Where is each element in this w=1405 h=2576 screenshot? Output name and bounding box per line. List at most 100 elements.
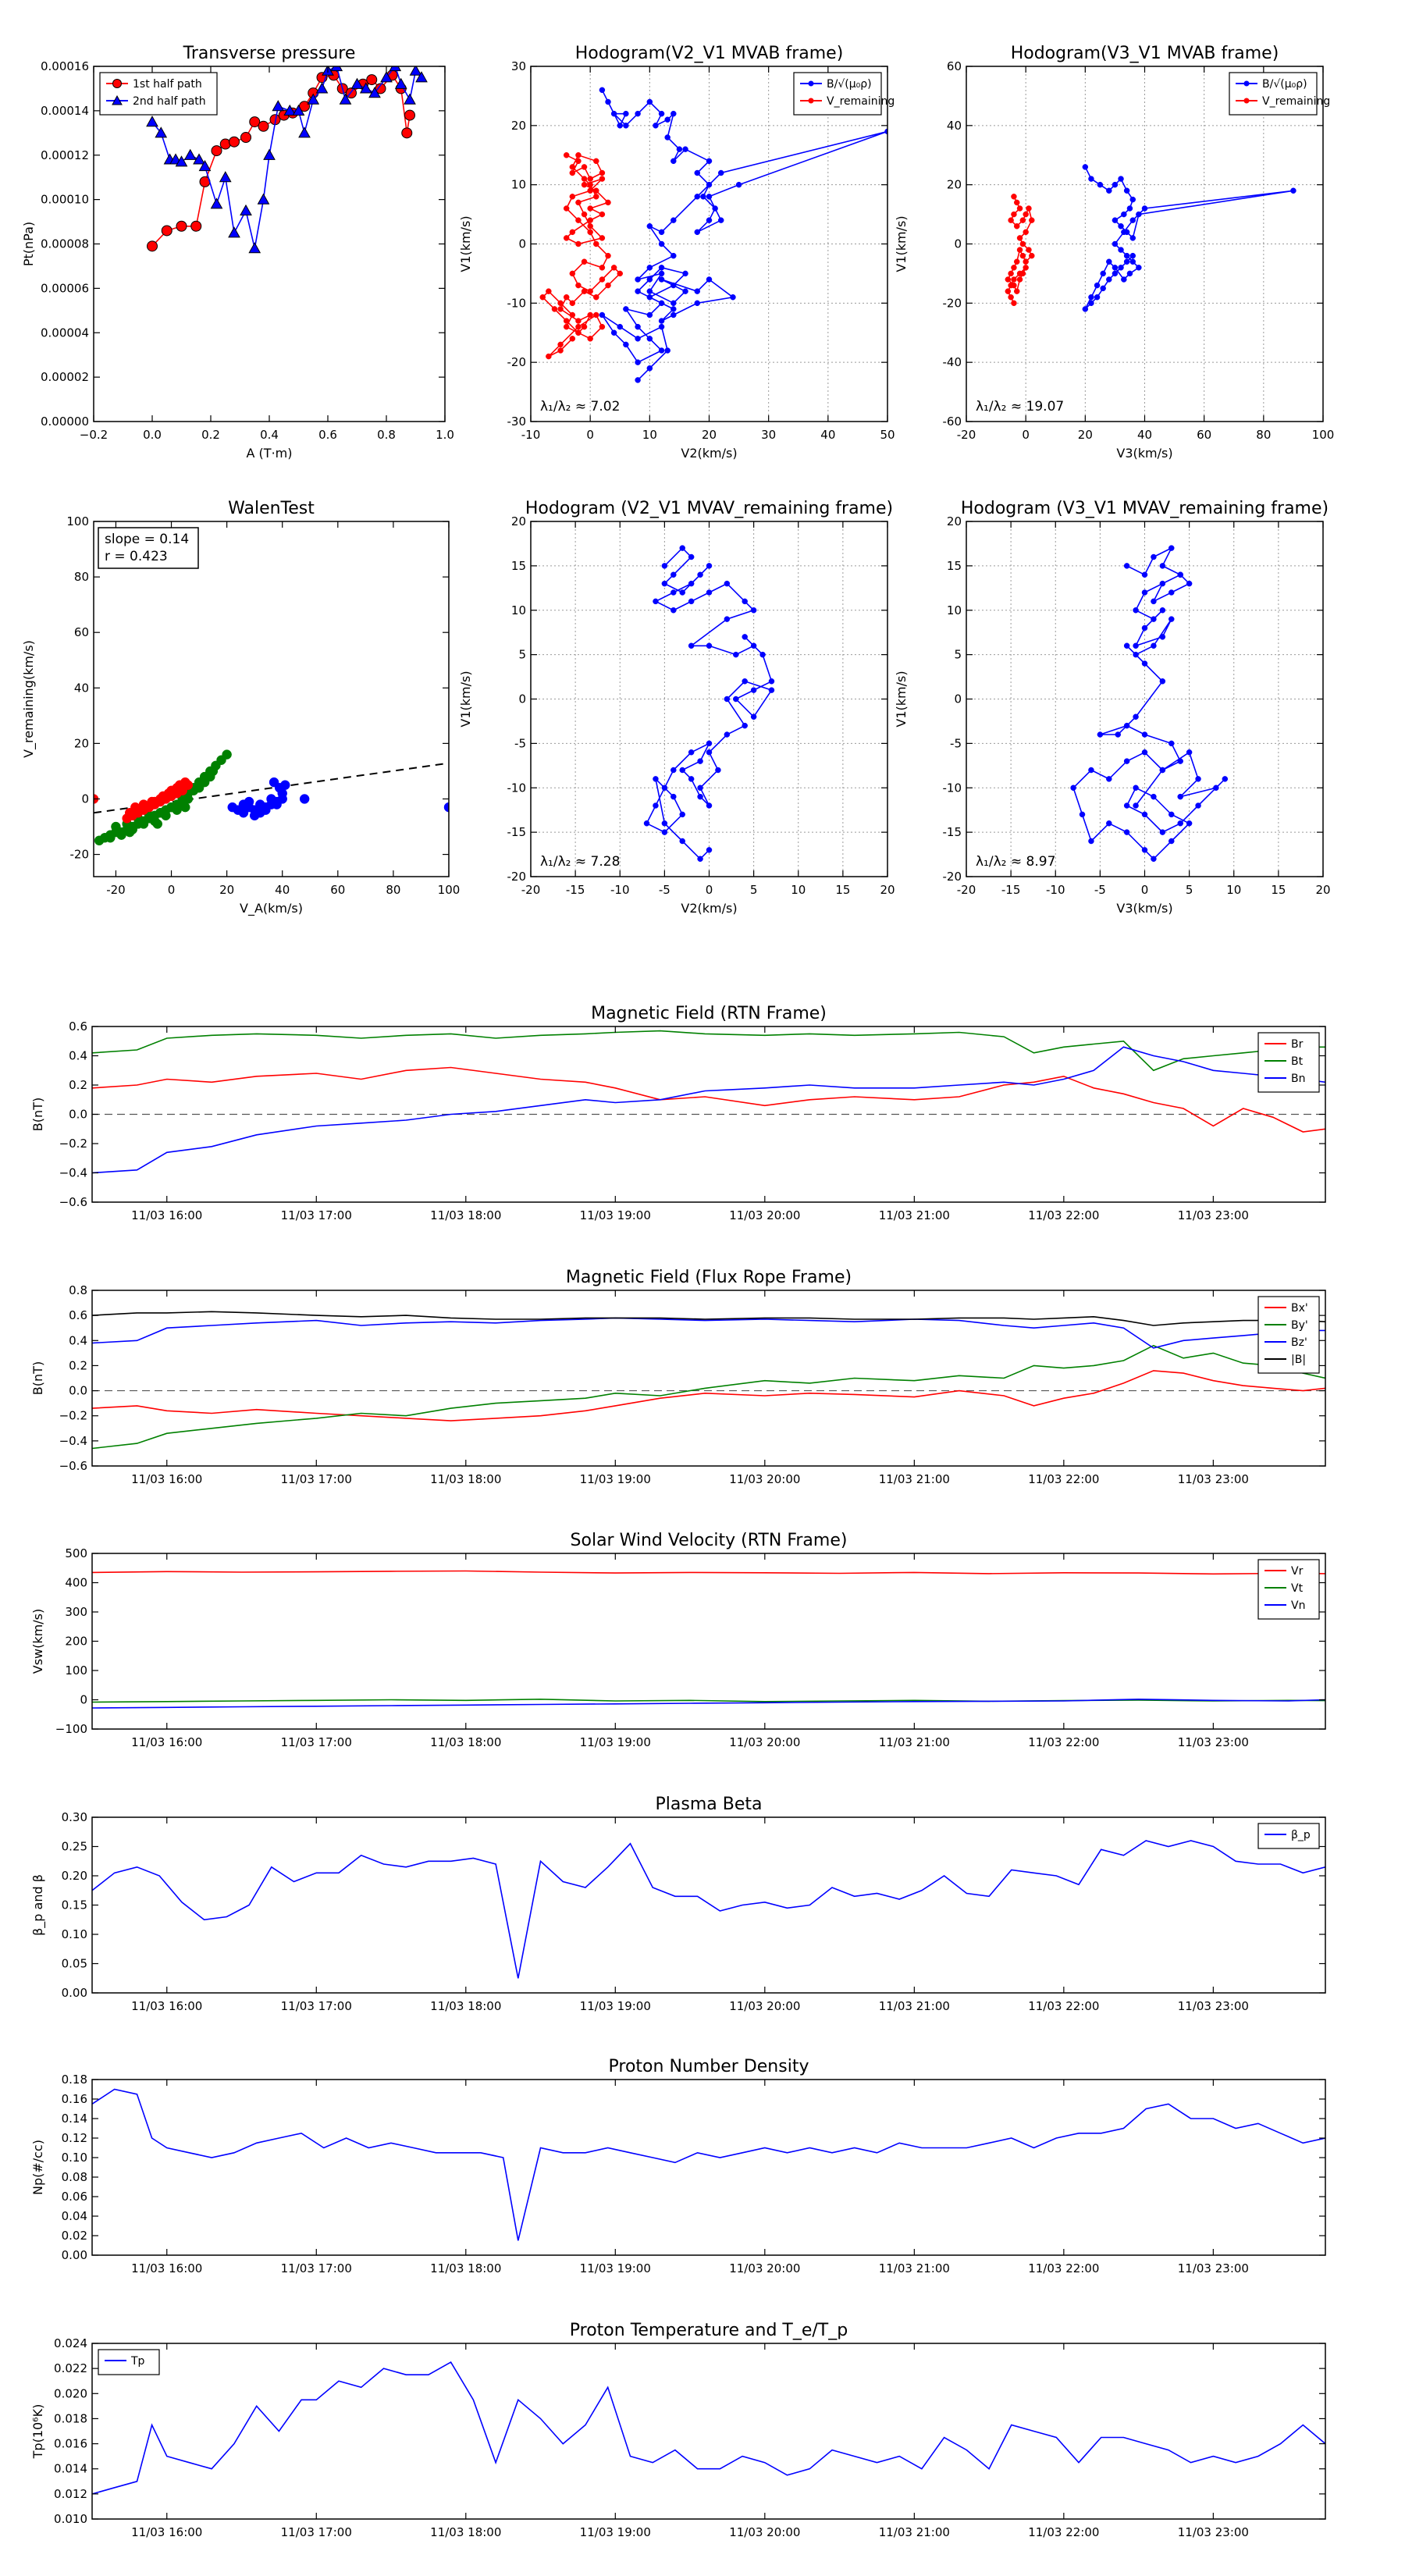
x-tick-label: 5 [1186, 883, 1193, 897]
x-tick-label: 11/03 17:00 [281, 1208, 352, 1222]
data-point [661, 820, 668, 827]
data-point [1186, 580, 1193, 587]
x-tick-label: 11/03 18:00 [430, 1735, 501, 1749]
y-tick-label: 0.8 [69, 1283, 87, 1297]
data-point [1129, 196, 1136, 203]
series-blue [1070, 545, 1229, 862]
x-tick-label: 11/03 22:00 [1028, 2261, 1099, 2275]
y-tick-label: 80 [74, 570, 89, 584]
data-point [307, 93, 320, 105]
series-b [599, 87, 887, 383]
series-br [92, 1066, 1325, 1133]
y-tick-label: 0.024 [54, 2336, 87, 2350]
x-tick-label: 11/03 18:00 [430, 1472, 501, 1486]
data-point [339, 93, 352, 105]
data-point [661, 829, 668, 835]
data-point [1023, 211, 1029, 218]
data-point [575, 323, 582, 330]
data-point [366, 74, 378, 86]
y-tick-label: 20 [947, 178, 962, 192]
data-point [679, 811, 685, 818]
x-tick-label: 11/03 23:00 [1178, 1999, 1249, 2013]
y-axis-label: B(nT) [30, 1361, 45, 1395]
data-point [116, 830, 126, 840]
data-point [623, 341, 629, 348]
data-point [581, 323, 588, 330]
chart-proton-temp: 11/03 16:00 11/03 17:00 11/03 18:00 11/03 1… [30, 2321, 1326, 2539]
y-tick-label: 0.00000 [41, 415, 89, 429]
data-point [610, 329, 617, 336]
x-tick-label: -5 [1094, 883, 1106, 897]
data-point [643, 820, 650, 827]
plot-frame [91, 2079, 1326, 2256]
series-vremaining [539, 152, 623, 360]
x-tick-label: 11/03 19:00 [580, 2525, 651, 2539]
x-axis-label: V_A(km/s) [240, 901, 303, 916]
data-point [557, 306, 564, 312]
x-tick-label: 11/03 23:00 [1178, 1472, 1249, 1486]
data-point [1123, 187, 1130, 194]
y-tick-label: 0.00006 [41, 281, 89, 295]
legend-label: V_remaining [1262, 95, 1330, 108]
x-tick-label: 11/03 18:00 [430, 1208, 501, 1222]
data-point [557, 341, 564, 348]
data-point [222, 749, 232, 760]
data-point [1133, 802, 1139, 809]
data-point [1186, 820, 1193, 827]
data-point [646, 276, 653, 283]
y-tick-label: -15 [943, 825, 962, 839]
y-tick-label: −0.4 [59, 1434, 87, 1448]
y-tick-label: 0.00012 [41, 148, 89, 162]
data-point [768, 687, 775, 693]
x-tick-label: 20 [1078, 428, 1093, 442]
y-tick-label: 0.02 [62, 2229, 87, 2243]
y-tick-label: 0.014 [54, 2462, 87, 2476]
legend-label: By' [1291, 1319, 1308, 1332]
data-point [670, 158, 677, 165]
y-tick-label: −0.4 [59, 1166, 87, 1180]
series-line [92, 1840, 1325, 1979]
data-point [658, 270, 665, 277]
data-point [244, 796, 254, 807]
data-point [249, 116, 261, 128]
y-tick-label: 0.00014 [41, 104, 89, 118]
data-point [670, 282, 677, 289]
data-point [240, 132, 251, 143]
data-point [350, 77, 364, 89]
y-tick-label: 30 [511, 59, 526, 73]
y-tick-label: 0.012 [54, 2487, 87, 2501]
data-point [1106, 258, 1112, 265]
data-point [1026, 247, 1032, 253]
y-tick-label: −0.6 [59, 1195, 87, 1209]
plot-area [92, 1290, 1325, 1466]
data-point [581, 164, 588, 170]
x-tick-label: 20 [702, 428, 717, 442]
x-tick-label: 11/03 16:00 [131, 2261, 202, 2275]
legend-label: β_p [1291, 1829, 1311, 1841]
chart-title: Transverse pressure [183, 44, 356, 63]
data-point [138, 819, 149, 829]
data-point [248, 242, 261, 254]
legend-label: B/√(μ₀ρ) [827, 78, 872, 91]
series-group [643, 545, 775, 862]
chart-mag-rtn: 11/03 16:00 11/03 17:00 11/03 18:00 11/03 1… [30, 1004, 1326, 1222]
legend-label: Vt [1291, 1582, 1304, 1595]
x-tick-label: 11/03 17:00 [281, 1999, 352, 2013]
y-tick-label: 0.18 [62, 2073, 87, 2087]
data-point [198, 159, 212, 172]
data-point [661, 580, 668, 587]
y-axis-label: V1(km/s) [894, 215, 909, 272]
data-point [263, 148, 276, 160]
x-tick-label: 0 [706, 883, 713, 897]
data-point [1106, 776, 1112, 782]
x-tick-label: 0.2 [201, 428, 220, 442]
data-point [670, 217, 677, 223]
data-point [706, 563, 713, 569]
data-point [1129, 252, 1136, 259]
data-point [389, 66, 402, 72]
x-tick-label: 40 [820, 428, 835, 442]
y-tick-label: 5 [518, 648, 526, 662]
y-tick-label: 0.4 [69, 1049, 87, 1063]
y-tick-label: 0.6 [69, 1019, 87, 1034]
data-point [1016, 247, 1023, 253]
